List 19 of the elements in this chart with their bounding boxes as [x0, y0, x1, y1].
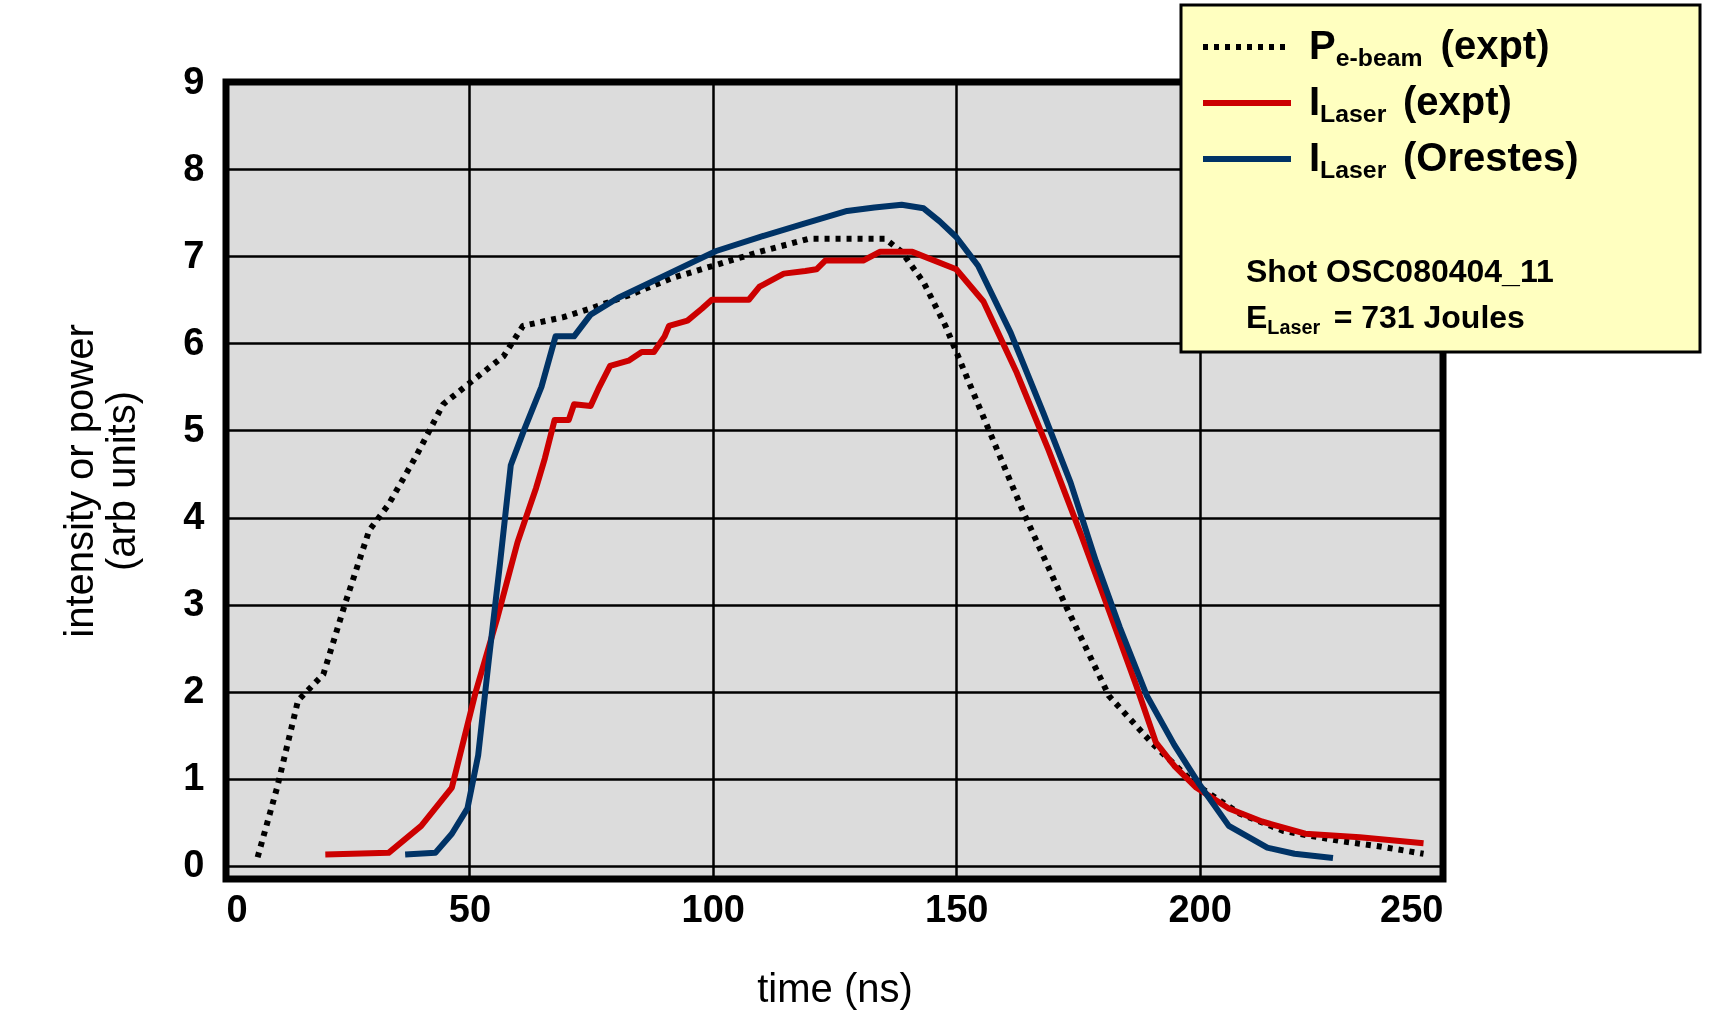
annotation: Shot OSC080404_11	[1246, 253, 1554, 289]
y-tick-label: 2	[183, 669, 205, 712]
x-tick-label: 200	[1168, 887, 1232, 930]
x-axis-title: time (ns)	[757, 965, 913, 1010]
x-tick-label: 250	[1380, 887, 1444, 930]
x-tick-label: 100	[681, 887, 745, 930]
y-tick-label: 9	[183, 59, 205, 102]
y-tick-label: 1	[183, 756, 205, 799]
x-tick-label: 50	[448, 887, 492, 930]
y-tick-label: 6	[183, 320, 205, 363]
y-axis-title: intensity or power (arb units)	[57, 324, 144, 638]
y-tick-label: 3	[183, 582, 205, 625]
y-tick-label: 0	[183, 843, 205, 886]
x-tick-label: 150	[925, 887, 989, 930]
y-tick-label: 5	[183, 407, 205, 450]
y-tick-label: 7	[183, 233, 205, 276]
x-tick-label: 0	[226, 887, 248, 930]
y-tick-label: 8	[183, 146, 205, 189]
y-tick-label: 4	[183, 495, 205, 538]
